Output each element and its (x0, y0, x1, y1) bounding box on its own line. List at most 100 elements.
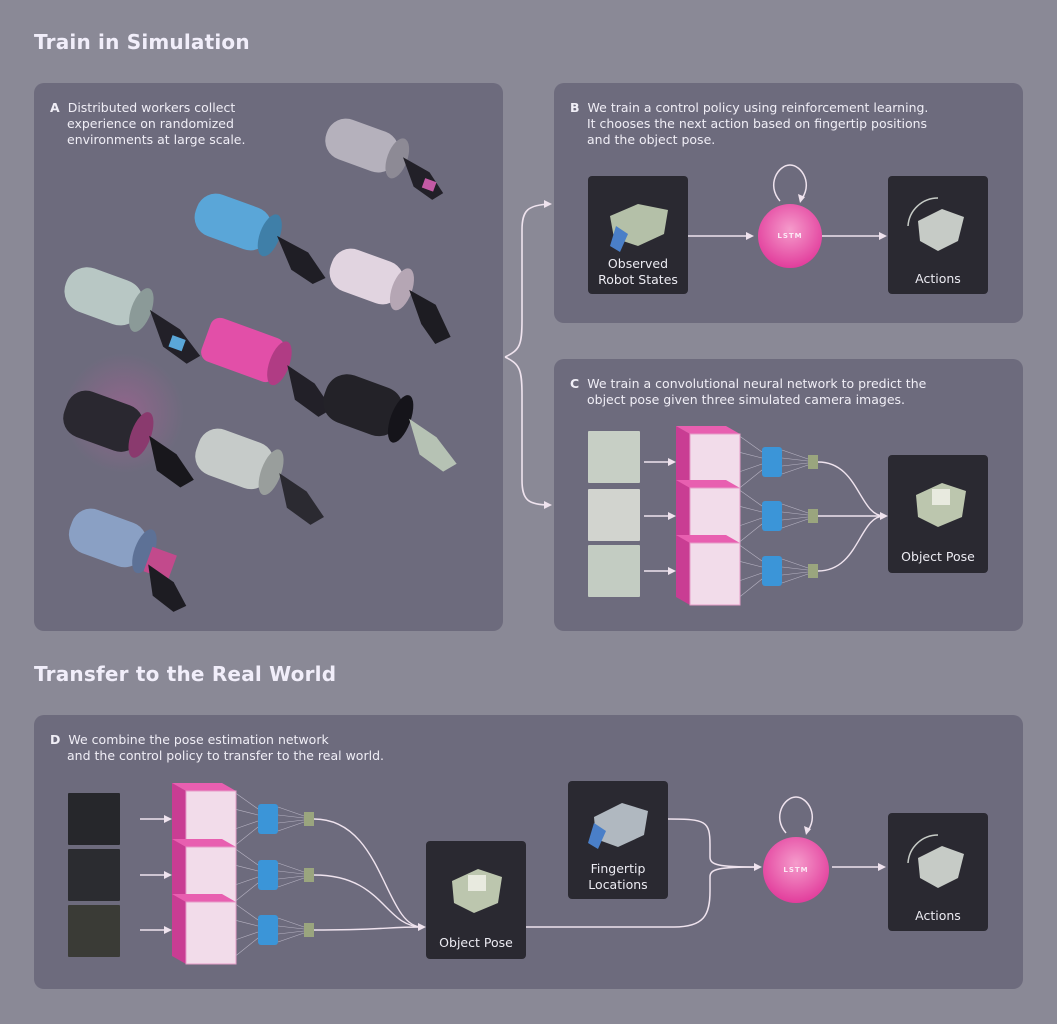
real-camera-image-2 (68, 849, 120, 901)
cnn-d-row-3-fan-out-1 (277, 917, 305, 928)
panel-b: B We train a control policy using reinfor… (554, 83, 1023, 323)
object-pose-tile-d: Object Pose (426, 841, 526, 959)
cnn-d-row-2-input-arrowhead (164, 871, 172, 879)
cnn-d-row-3-fan-out-2 (277, 925, 305, 930)
cnn-c-merge-arrowhead (880, 512, 888, 520)
cnn-c-row-1-fan-in-3 (739, 463, 763, 472)
cnn-c-row-1-dense-layer (762, 447, 782, 477)
panel-c: C We train a convolutional neural network… (554, 359, 1023, 631)
lstm-label: LSTM (777, 232, 803, 240)
cnn-d-row-2-fan-out-1 (277, 862, 305, 873)
object-pose-tile: Object Pose (888, 455, 988, 573)
panel-a-caption: A Distributed workers collect experience … (50, 100, 245, 148)
panel-c-caption-line-2: object pose given three simulated camera… (587, 392, 905, 407)
panel-d-caption-line-1: We combine the pose estimation network (68, 732, 329, 747)
panel-c-letter: C (570, 376, 580, 391)
panel-b-arrows (688, 164, 887, 268)
cnn-c-row-1-input-arrowhead (668, 458, 676, 466)
cnn-d-row-1-fan-out-4 (277, 821, 305, 832)
robot-hand-3 (64, 267, 201, 364)
cnn-c-row-1-fan-in-2 (739, 452, 763, 459)
real-camera-image-3 (68, 905, 120, 957)
cnn-c-row-2-dense-layer (762, 501, 782, 531)
cnn-d-row-3-fan-in-1 (235, 904, 259, 921)
cnn-diagram-c (644, 426, 888, 606)
panel-d-caption-line-2: and the control policy to transfer to th… (67, 748, 384, 763)
cnn-d-row-2-fan-out-2 (277, 870, 305, 875)
cnn-d-row-1-fan-in-2 (235, 809, 259, 816)
cnn-c-row-3-fan-in-1 (739, 545, 763, 562)
robot-hand-4 (329, 248, 451, 345)
panel-c-caption: C We train a convolutional neural network… (570, 376, 926, 408)
cnn-d-row-3-fan-in-2 (235, 920, 259, 927)
panel-d-caption: D We combine the pose estimation network … (50, 732, 384, 764)
cnn-c-row-1-output-node (808, 455, 818, 469)
actions-tile: Actions (888, 176, 988, 294)
cnn-c-row-3-merge-connector (817, 515, 885, 572)
cnn-diagram-d (140, 783, 886, 965)
observed-robot-states-tile: Observed Robot States (588, 176, 688, 294)
cnn-c-row-1-fan-in-4 (739, 469, 763, 488)
observed-robot-states-label-line-1: Observed (607, 256, 669, 271)
panel-a-caption-line-1: Distributed workers collect (67, 100, 236, 115)
observed-robot-states-label-line-2: Robot States (598, 272, 678, 287)
cnn-c-row-3-fan-in-4 (739, 578, 763, 597)
cnn-c-row-2-fan-in-3 (739, 517, 763, 526)
cnn-c-row-2-conv-top (676, 480, 740, 488)
panel-a-caption-line-2: experience on randomized (67, 116, 234, 131)
fingertip-locations-tile: Fingertip Locations (568, 781, 668, 899)
cnn-d-row-1-conv-side (172, 783, 186, 853)
cnn-c-row-3-dense-layer (762, 556, 782, 586)
cnn-c-row-2-conv-side (676, 480, 690, 550)
panel-b-letter: B (570, 100, 580, 115)
robot-hand-6 (323, 374, 457, 472)
panel-b-caption-line-3: and the object pose. (587, 132, 716, 147)
cnn-c-row-2-fan-out-2 (781, 511, 809, 516)
cnn-d-row-1-fan-out-2 (277, 814, 305, 819)
cnn-d-row-1-fan-in-3 (235, 820, 259, 829)
cnn-c-row-2-fan-out-1 (781, 503, 809, 514)
cnn-d-row-3-fan-in-3 (235, 931, 259, 940)
cnn-c-row-1-conv-top (676, 426, 740, 434)
lstm-label-d: LSTM (783, 866, 809, 874)
rotating-hand-icon-d (907, 834, 964, 888)
cnn-d-row-2-merge-connector (313, 874, 423, 928)
cnn-c-row-3-fan-out-4 (781, 573, 809, 584)
robot-hand-7 (63, 390, 194, 488)
cnn-c-row-3-conv-front (690, 543, 740, 605)
cnn-c-row-3-output-node (808, 564, 818, 578)
cnn-c-row-2-output-node (808, 509, 818, 523)
section-title-train: Train in Simulation (34, 30, 250, 54)
cnn-c-row-3-fan-out-2 (781, 566, 809, 571)
robot-hands-illustration (63, 118, 457, 612)
actions-label-d: Actions (915, 908, 961, 923)
cnn-d-row-1-fan-in-4 (235, 826, 259, 845)
cnn-c-row-1-fan-out-1 (781, 449, 809, 460)
cnn-c-row-1-conv-side (676, 426, 690, 496)
fingertip-locations-label-line-1: Fingertip (590, 861, 646, 876)
section-title-transfer: Transfer to the Real World (34, 662, 337, 686)
cnn-d-row-1-output-node (304, 812, 314, 826)
cnn-d-row-3-fan-out-3 (277, 930, 305, 935)
cnn-d-row-1-dense-layer (258, 804, 278, 834)
lstm-node (758, 204, 822, 268)
cnn-d-row-1-merge-connector (313, 818, 423, 928)
cube-hand-icon (916, 483, 966, 527)
cnn-c-row-3-conv-side (676, 535, 690, 605)
robot-hand-2 (194, 193, 326, 284)
cnn-d-row-3-conv-top (172, 894, 236, 902)
cnn-c-row-2-fan-in-2 (739, 506, 763, 513)
robot-hand-5 (201, 317, 332, 417)
cnn-d-row-3-output-node (304, 923, 314, 937)
rotating-hand-icon (907, 197, 964, 251)
cube-hand-icon-d (452, 869, 502, 913)
cnn-c-row-3-fan-out-3 (781, 571, 809, 576)
cnn-d-row-3-conv-outline (185, 901, 237, 965)
object-pose-label: Object Pose (901, 549, 975, 564)
cnn-d-row-2-dense-layer (258, 860, 278, 890)
panel-d-letter: D (50, 732, 61, 747)
camera-image-3 (588, 545, 640, 597)
cnn-d-merge-arrowhead (418, 923, 426, 931)
cnn-c-row-2-input-arrowhead (668, 512, 676, 520)
